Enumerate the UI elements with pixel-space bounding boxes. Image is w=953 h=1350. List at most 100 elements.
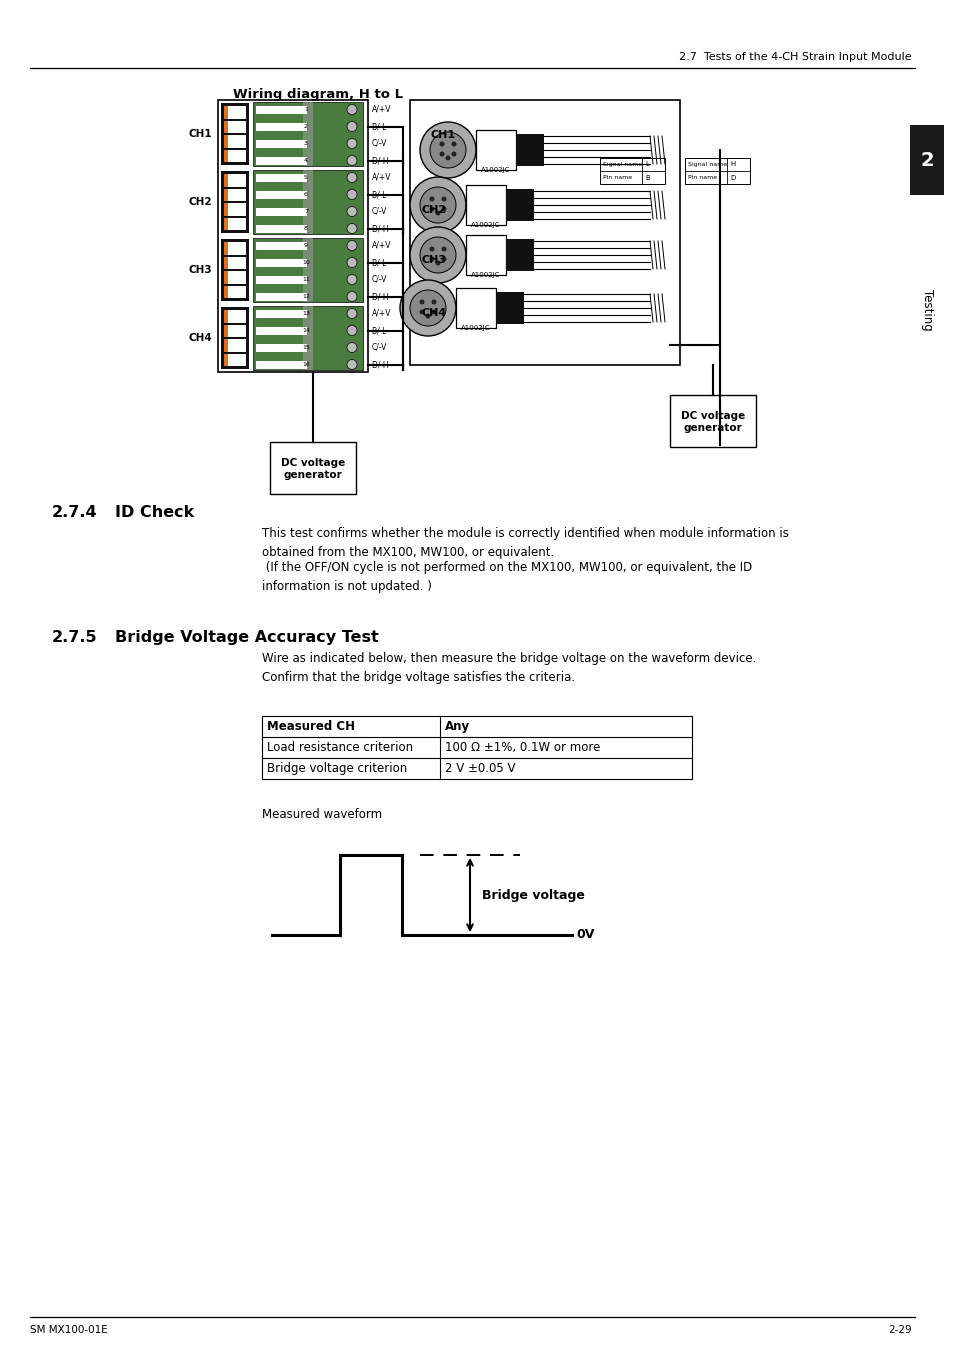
Text: DC voltage: DC voltage — [680, 410, 744, 421]
Circle shape — [441, 256, 446, 262]
Bar — [410, 100, 679, 364]
Circle shape — [347, 104, 356, 115]
Text: DC voltage: DC voltage — [280, 458, 345, 468]
Text: 11: 11 — [302, 277, 310, 282]
Bar — [224, 242, 246, 255]
Text: A/+V: A/+V — [372, 173, 391, 182]
Text: SM MX100-01E: SM MX100-01E — [30, 1324, 108, 1335]
Text: C/-V: C/-V — [372, 139, 387, 148]
Bar — [599, 158, 664, 184]
Circle shape — [419, 300, 424, 305]
Bar — [224, 120, 246, 134]
Text: B: B — [644, 174, 649, 181]
Text: A1002JC: A1002JC — [461, 325, 490, 331]
Text: Bridge voltage criterion: Bridge voltage criterion — [267, 761, 407, 775]
Bar — [303, 103, 313, 166]
Text: CH1: CH1 — [188, 130, 212, 139]
Bar — [221, 171, 249, 234]
Circle shape — [431, 300, 436, 305]
Bar — [224, 285, 246, 298]
Bar — [505, 189, 534, 221]
Text: CH4: CH4 — [188, 333, 212, 343]
Bar — [224, 174, 246, 186]
Circle shape — [419, 238, 456, 273]
Circle shape — [347, 258, 356, 267]
Text: 10: 10 — [302, 261, 310, 265]
Circle shape — [435, 261, 440, 266]
Bar — [224, 189, 246, 201]
Circle shape — [347, 207, 356, 216]
Text: C/-V: C/-V — [372, 343, 387, 352]
Bar — [303, 306, 313, 370]
Bar — [465, 185, 505, 225]
Text: A/+V: A/+V — [372, 242, 391, 250]
Bar — [253, 306, 363, 370]
Bar — [224, 354, 228, 366]
Text: C/-V: C/-V — [372, 275, 387, 284]
Bar — [255, 190, 307, 198]
Circle shape — [441, 247, 446, 251]
Circle shape — [347, 343, 356, 352]
Bar — [476, 130, 516, 170]
Bar — [255, 360, 307, 369]
Bar — [224, 271, 246, 284]
Text: 2: 2 — [920, 150, 933, 170]
Text: D/ H: D/ H — [372, 360, 388, 369]
Text: 15: 15 — [302, 346, 310, 350]
Bar — [224, 339, 228, 351]
Circle shape — [347, 139, 356, 148]
Text: 3: 3 — [304, 140, 308, 146]
Bar — [224, 242, 228, 255]
Circle shape — [439, 142, 444, 147]
Text: 2-29: 2-29 — [887, 1324, 911, 1335]
Bar — [224, 202, 246, 216]
Text: This test confirms whether the module is correctly identified when module inform: This test confirms whether the module is… — [262, 526, 788, 559]
Text: 2: 2 — [304, 124, 308, 130]
Bar — [909, 126, 943, 194]
Bar — [224, 202, 228, 216]
Bar — [253, 238, 363, 302]
Bar — [221, 103, 249, 165]
Bar — [255, 258, 307, 266]
Text: Signal name: Signal name — [602, 162, 641, 167]
Text: Measured waveform: Measured waveform — [262, 809, 382, 821]
Text: Testing: Testing — [921, 289, 934, 331]
Circle shape — [430, 132, 465, 167]
Bar — [255, 208, 307, 216]
Bar — [224, 256, 228, 269]
Circle shape — [347, 224, 356, 234]
Bar — [255, 327, 307, 335]
Text: B/ L: B/ L — [372, 190, 386, 198]
Circle shape — [347, 292, 356, 301]
Text: Measured CH: Measured CH — [267, 720, 355, 733]
Text: 1: 1 — [304, 107, 308, 112]
Text: Any: Any — [444, 720, 470, 733]
Text: B/ L: B/ L — [372, 325, 386, 335]
Bar — [221, 239, 249, 301]
Bar — [224, 120, 228, 134]
Bar — [221, 306, 249, 369]
Text: 9: 9 — [304, 243, 308, 248]
Text: 2.7  Tests of the 4-CH Strain Input Module: 2.7 Tests of the 4-CH Strain Input Modul… — [679, 53, 911, 62]
Text: 6: 6 — [304, 192, 308, 197]
Text: CH2: CH2 — [421, 205, 447, 215]
Text: H: H — [729, 162, 735, 167]
Bar — [224, 135, 246, 147]
Circle shape — [347, 122, 356, 131]
Text: Pin name: Pin name — [687, 176, 717, 180]
Circle shape — [445, 155, 450, 161]
Bar — [255, 123, 307, 131]
Circle shape — [441, 197, 446, 201]
Bar — [255, 157, 307, 165]
Text: Wire as indicated below, then measure the bridge voltage on the waveform device.: Wire as indicated below, then measure th… — [262, 652, 756, 684]
Text: D/ H: D/ H — [372, 157, 388, 165]
Text: 12: 12 — [302, 294, 310, 298]
Text: 7: 7 — [304, 209, 308, 215]
Bar — [505, 239, 534, 271]
Bar — [465, 235, 505, 275]
Text: 13: 13 — [302, 310, 310, 316]
Circle shape — [399, 279, 456, 336]
Bar — [669, 396, 755, 447]
Circle shape — [419, 122, 476, 178]
Bar — [224, 217, 246, 230]
